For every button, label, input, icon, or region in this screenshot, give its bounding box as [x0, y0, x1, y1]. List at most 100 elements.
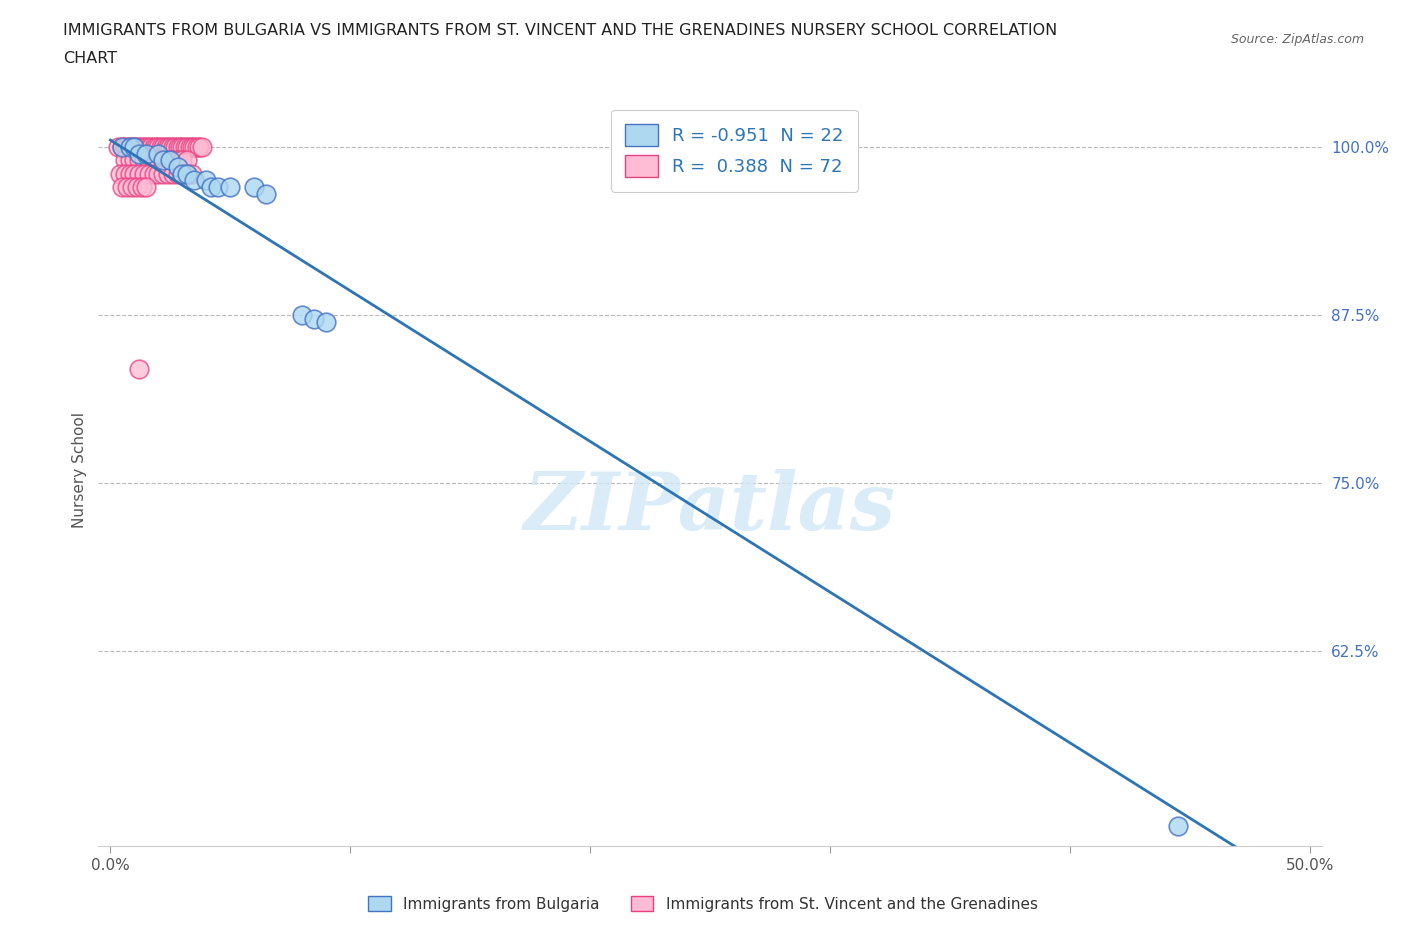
Point: [159, 140, 181, 154]
Point: [124, 166, 146, 181]
Point: [195, 173, 218, 188]
Point: [152, 166, 174, 181]
Point: [152, 140, 174, 154]
Point: [118, 140, 141, 154]
Point: [190, 140, 212, 154]
Point: [173, 140, 195, 154]
Point: [138, 166, 160, 181]
Point: [128, 166, 150, 181]
Point: [152, 153, 174, 167]
Point: [156, 166, 179, 181]
Point: [200, 179, 222, 194]
Point: [141, 140, 163, 154]
Point: [135, 146, 157, 161]
Point: [291, 308, 314, 323]
Point: [169, 140, 191, 154]
Point: [142, 153, 165, 167]
Point: [132, 140, 155, 154]
Point: [159, 153, 181, 167]
Point: [304, 312, 326, 326]
Point: [243, 179, 266, 194]
Point: [176, 140, 198, 154]
Point: [176, 166, 198, 181]
Point: [111, 179, 134, 194]
Point: [172, 153, 194, 167]
Point: [114, 140, 136, 154]
Point: [114, 166, 136, 181]
Point: [172, 166, 194, 181]
Point: [179, 140, 201, 154]
Point: [138, 153, 160, 167]
Point: [165, 140, 187, 154]
Point: [121, 140, 143, 154]
Point: [138, 140, 160, 154]
Point: [124, 140, 146, 154]
Point: [115, 140, 138, 154]
Point: [172, 166, 194, 181]
Legend: R = -0.951  N = 22, R =  0.388  N = 72: R = -0.951 N = 22, R = 0.388 N = 72: [610, 110, 858, 192]
Point: [176, 166, 198, 181]
Point: [186, 140, 208, 154]
Point: [135, 179, 157, 194]
Point: [142, 140, 165, 154]
Point: [115, 179, 138, 194]
Point: [128, 146, 150, 161]
Point: [128, 153, 150, 167]
Text: ZIPatlas: ZIPatlas: [524, 469, 896, 546]
Legend: Immigrants from Bulgaria, Immigrants from St. Vincent and the Grenadines: Immigrants from Bulgaria, Immigrants fro…: [363, 889, 1043, 918]
Point: [121, 179, 143, 194]
Y-axis label: Nursery School: Nursery School: [72, 412, 87, 527]
Point: [166, 160, 188, 175]
Point: [125, 140, 148, 154]
Point: [148, 146, 170, 161]
Point: [181, 140, 204, 154]
Point: [176, 153, 198, 167]
Point: [108, 166, 131, 181]
Point: [219, 179, 242, 194]
Point: [135, 140, 157, 154]
Point: [149, 140, 172, 154]
Point: [132, 166, 155, 181]
Point: [162, 140, 184, 154]
Point: [315, 314, 337, 329]
Point: [111, 140, 134, 154]
Point: [183, 173, 205, 188]
Point: [114, 153, 136, 167]
Point: [128, 140, 150, 154]
Point: [181, 166, 204, 181]
Point: [183, 140, 205, 154]
Point: [107, 140, 129, 154]
Point: [152, 153, 174, 167]
Point: [131, 140, 153, 154]
Point: [142, 166, 165, 181]
Point: [1167, 818, 1189, 833]
Point: [145, 140, 167, 154]
Point: [118, 140, 141, 154]
Point: [156, 140, 179, 154]
Point: [111, 140, 134, 154]
Point: [148, 166, 170, 181]
Text: IMMIGRANTS FROM BULGARIA VS IMMIGRANTS FROM ST. VINCENT AND THE GRENADINES NURSE: IMMIGRANTS FROM BULGARIA VS IMMIGRANTS F…: [63, 23, 1057, 38]
Text: Source: ZipAtlas.com: Source: ZipAtlas.com: [1230, 33, 1364, 46]
Point: [132, 153, 155, 167]
Point: [166, 166, 188, 181]
Point: [172, 140, 194, 154]
Point: [162, 166, 184, 181]
Point: [166, 153, 188, 167]
Point: [124, 140, 146, 154]
Point: [124, 153, 146, 167]
Point: [166, 140, 188, 154]
Point: [162, 153, 184, 167]
Point: [118, 166, 141, 181]
Point: [125, 179, 148, 194]
Point: [148, 153, 170, 167]
Point: [118, 153, 141, 167]
Point: [148, 140, 170, 154]
Text: CHART: CHART: [63, 51, 117, 66]
Point: [156, 153, 179, 167]
Point: [131, 179, 153, 194]
Point: [207, 179, 229, 194]
Point: [155, 140, 177, 154]
Point: [254, 186, 277, 201]
Point: [128, 362, 150, 377]
